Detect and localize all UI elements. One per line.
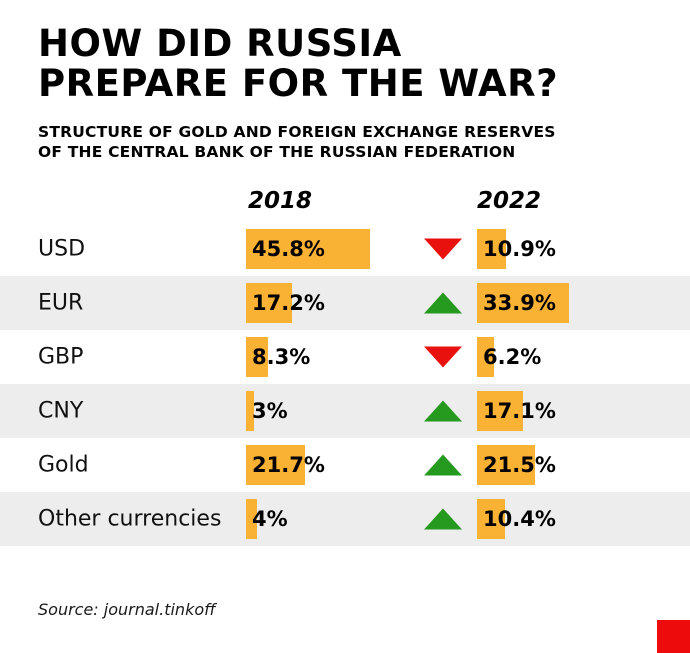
- currency-label: GBP: [38, 344, 84, 370]
- currency-label: EUR: [38, 290, 84, 316]
- cell-2022: 10.4%: [477, 492, 657, 546]
- column-header-2018: 2018: [248, 188, 313, 214]
- value-2018: 8.3%: [252, 345, 311, 369]
- currency-label: Other currencies: [38, 506, 222, 532]
- table-row: Other currencies 4% 10.4%: [0, 492, 690, 546]
- table-row: CNY 3% 17.1%: [0, 384, 690, 438]
- value-2022: 10.4%: [483, 507, 556, 531]
- cell-2022: 6.2%: [477, 330, 657, 384]
- page-title-line-1: HOW DID RUSSIA: [38, 22, 402, 65]
- currency-label: USD: [38, 236, 86, 262]
- page-title: HOW DID RUSSIA PREPARE FOR THE WAR?: [38, 24, 558, 104]
- brand-logo-square: [657, 620, 690, 653]
- cell-2022: 33.9%: [477, 276, 657, 330]
- bar-2018: [246, 499, 257, 539]
- bar-2018: [246, 283, 293, 323]
- bar-2022: [477, 391, 524, 431]
- bar-2018: [246, 391, 255, 431]
- cell-2018: 4%: [246, 492, 426, 546]
- value-2018: 17.2%: [252, 291, 325, 315]
- value-2022: 6.2%: [483, 345, 542, 369]
- table-row: GBP 8.3% 6.2%: [0, 330, 690, 384]
- trend-down-icon: [424, 238, 462, 260]
- value-2022: 10.9%: [483, 237, 556, 261]
- page-subtitle-line-2: OF THE CENTRAL BANK OF THE RUSSIAN FEDER…: [38, 143, 516, 162]
- value-2022: 33.9%: [483, 291, 556, 315]
- bar-2022: [477, 445, 536, 485]
- trend-down-icon: [424, 346, 462, 368]
- column-header-2022: 2022: [477, 188, 542, 214]
- cell-2018: 21.7%: [246, 438, 426, 492]
- value-2022: 17.1%: [483, 399, 556, 423]
- table-row: USD 45.8% 10.9%: [0, 222, 690, 276]
- bar-2018: [246, 337, 269, 377]
- bar-2022: [477, 283, 569, 323]
- table-row: EUR 17.2% 33.9%: [0, 276, 690, 330]
- value-2018: 3%: [252, 399, 288, 423]
- trend-up-icon: [424, 508, 462, 530]
- page-subtitle-line-1: STRUCTURE OF GOLD AND FOREIGN EXCHANGE R…: [38, 123, 556, 141]
- currency-label: CNY: [38, 398, 84, 424]
- page-subtitle: STRUCTURE OF GOLD AND FOREIGN EXCHANGE R…: [38, 122, 556, 162]
- reserves-table: USD 45.8% 10.9% EUR 17.2% 33.9% GBP 8.3%: [0, 222, 690, 546]
- cell-2018: 3%: [246, 384, 426, 438]
- value-2018: 21.7%: [252, 453, 325, 477]
- bar-2022: [477, 229, 507, 269]
- page-title-line-2: PREPARE FOR THE WAR?: [38, 61, 559, 105]
- column-headers: 2018 2022: [0, 188, 690, 218]
- cell-2022: 17.1%: [477, 384, 657, 438]
- trend-up-icon: [424, 454, 462, 476]
- source-credit: Source: journal.tinkoff: [38, 600, 216, 619]
- trend-up-icon: [424, 292, 462, 314]
- bar-2018: [246, 445, 305, 485]
- cell-2022: 10.9%: [477, 222, 657, 276]
- trend-up-icon: [424, 400, 462, 422]
- cell-2022: 21.5%: [477, 438, 657, 492]
- cell-2018: 8.3%: [246, 330, 426, 384]
- cell-2018: 45.8%: [246, 222, 426, 276]
- value-2022: 21.5%: [483, 453, 556, 477]
- currency-label: Gold: [38, 452, 89, 478]
- table-row: Gold 21.7% 21.5%: [0, 438, 690, 492]
- bar-2022: [477, 337, 494, 377]
- cell-2018: 17.2%: [246, 276, 426, 330]
- value-2018: 4%: [252, 507, 288, 531]
- bar-2022: [477, 499, 506, 539]
- value-2018: 45.8%: [252, 237, 325, 261]
- bar-2018: [246, 229, 370, 269]
